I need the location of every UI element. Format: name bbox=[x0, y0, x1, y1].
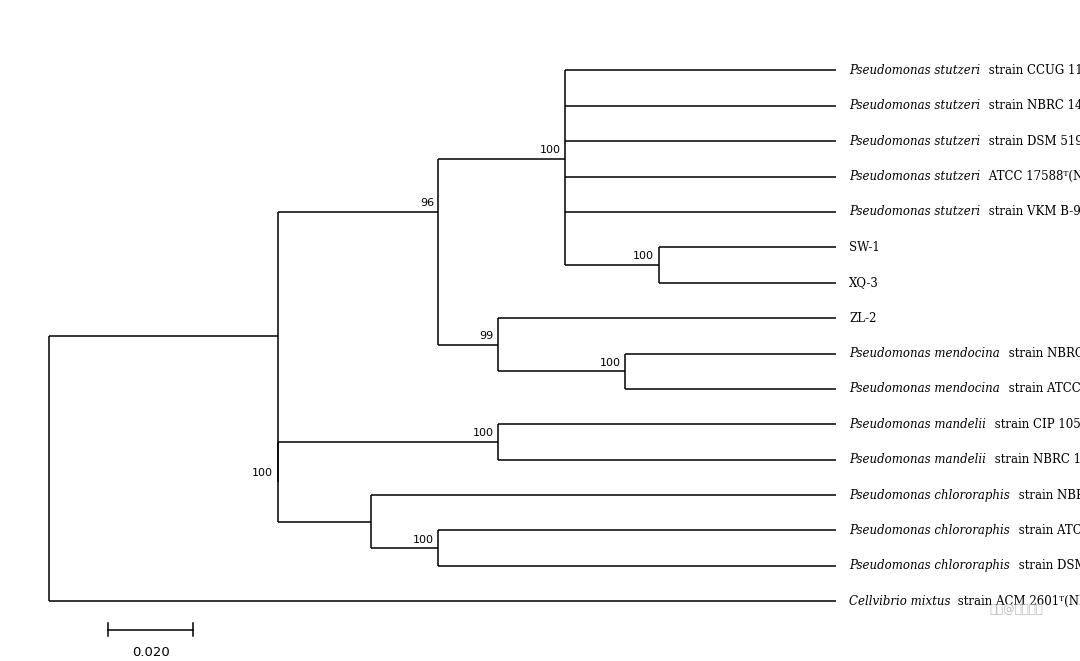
Text: Pseudomonas stutzeri: Pseudomonas stutzeri bbox=[849, 206, 981, 218]
Text: Pseudomonas mendocina: Pseudomonas mendocina bbox=[849, 383, 1000, 395]
Text: strain ATCC 9446ᵀ(NR116763): strain ATCC 9446ᵀ(NR116763) bbox=[1015, 524, 1080, 537]
Text: strain ATCC 25411ᵀ(NR114477): strain ATCC 25411ᵀ(NR114477) bbox=[1005, 383, 1080, 395]
Text: ATCC 17588ᵀ(NR041715): ATCC 17588ᵀ(NR041715) bbox=[985, 170, 1080, 183]
Text: Pseudomonas mandelii: Pseudomonas mandelii bbox=[849, 453, 986, 466]
Text: strain CCUG 11256ᵀ(NR118798): strain CCUG 11256ᵀ(NR118798) bbox=[985, 64, 1080, 77]
Text: Pseudomonas stutzeri: Pseudomonas stutzeri bbox=[849, 170, 981, 183]
Text: Pseudomonas stutzeri: Pseudomonas stutzeri bbox=[849, 64, 981, 77]
Text: Pseudomonas mendocina: Pseudomonas mendocina bbox=[849, 347, 1000, 360]
Text: strain NBRC 103147ᵀ(NR114216): strain NBRC 103147ᵀ(NR114216) bbox=[990, 453, 1080, 466]
Text: 知乎@环微分析: 知乎@环微分析 bbox=[989, 603, 1043, 615]
Text: Pseudomonas chlororaphis: Pseudomonas chlororaphis bbox=[849, 488, 1010, 502]
Text: SW-1: SW-1 bbox=[849, 241, 880, 254]
Text: ZL-2: ZL-2 bbox=[849, 311, 877, 325]
Text: strain DSM 5190ᵀ(NR114751): strain DSM 5190ᵀ(NR114751) bbox=[985, 135, 1080, 147]
Text: 100: 100 bbox=[414, 535, 434, 545]
Text: strain ACM 2601ᵀ(NR041884): strain ACM 2601ᵀ(NR041884) bbox=[954, 595, 1080, 608]
Text: Cellvibrio mixtus: Cellvibrio mixtus bbox=[849, 595, 950, 608]
Text: Pseudomonas chlororaphis: Pseudomonas chlororaphis bbox=[849, 524, 1010, 537]
Text: 100: 100 bbox=[472, 428, 494, 438]
Text: 96: 96 bbox=[420, 198, 434, 208]
Text: 100: 100 bbox=[633, 251, 654, 262]
Text: strain NBRC 14165ᵀ(NR113652): strain NBRC 14165ᵀ(NR113652) bbox=[985, 99, 1080, 112]
Text: Pseudomonas stutzeri: Pseudomonas stutzeri bbox=[849, 99, 981, 112]
Text: Pseudomonas stutzeri: Pseudomonas stutzeri bbox=[849, 135, 981, 147]
Text: 100: 100 bbox=[599, 358, 620, 368]
Text: strain NBRC 3904ᵀ(NR113581): strain NBRC 3904ᵀ(NR113581) bbox=[1015, 488, 1080, 502]
Text: strain CIP 105273ᵀ(NR024902): strain CIP 105273ᵀ(NR024902) bbox=[990, 418, 1080, 431]
Text: 100: 100 bbox=[540, 145, 562, 155]
Text: strain NBRC 14162ᵀ(NR113649): strain NBRC 14162ᵀ(NR113649) bbox=[1005, 347, 1080, 360]
Text: Pseudomonas chlororaphis: Pseudomonas chlororaphis bbox=[849, 559, 1010, 572]
Text: strain DSM 50083ᵀ(NR044974): strain DSM 50083ᵀ(NR044974) bbox=[1015, 559, 1080, 572]
Text: Pseudomonas mandelii: Pseudomonas mandelii bbox=[849, 418, 986, 431]
Text: 0.020: 0.020 bbox=[132, 646, 170, 658]
Text: 99: 99 bbox=[480, 331, 494, 341]
Text: 100: 100 bbox=[253, 468, 273, 479]
Text: XQ-3: XQ-3 bbox=[849, 276, 879, 290]
Text: strain VKM B-975ᵀ(NR116489): strain VKM B-975ᵀ(NR116489) bbox=[985, 206, 1080, 218]
